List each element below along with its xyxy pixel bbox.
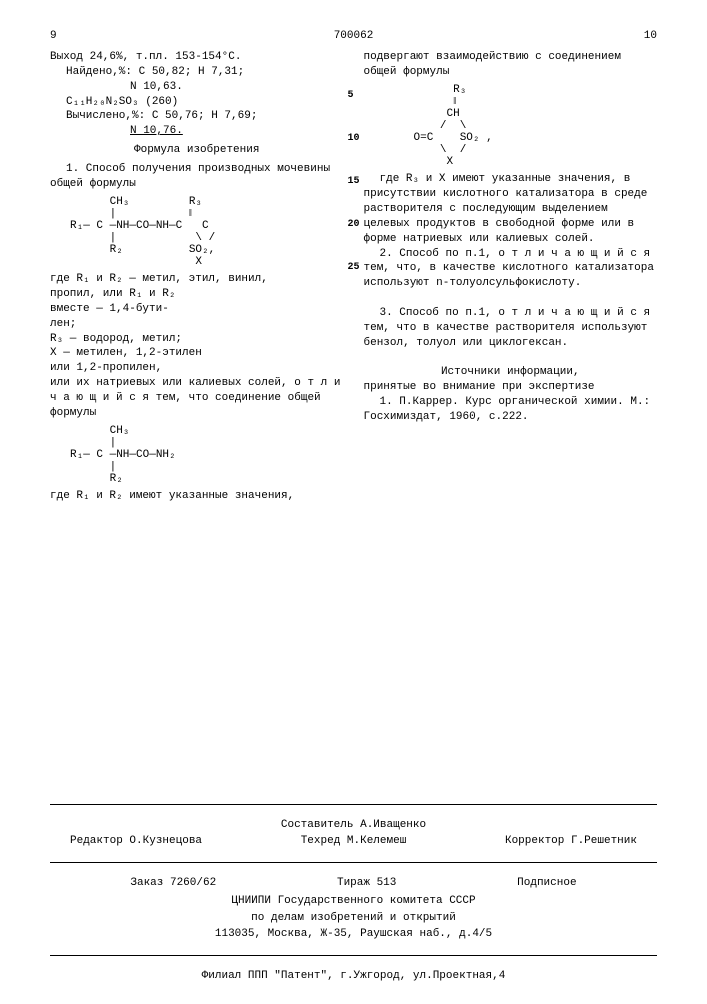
line-number-marks: 5 10 15 20 25 (347, 90, 359, 273)
footer-org: по делам изобретений и открытий (50, 910, 657, 927)
body-text: Вычислено,%: С 50,76; Н 7,69; (50, 109, 344, 124)
body-text: R₃ — водород, метил; (50, 332, 344, 347)
body-text: 2. Способ по п.1, о т л и ч а ю щ и й с … (364, 247, 658, 292)
body-text: N 10,76. (50, 124, 344, 139)
left-column: Выход 24,6%, т.пл. 153-154°С. Найдено,%:… (50, 50, 344, 504)
footer-address: 113035, Москва, Ж-35, Раушская наб., д.4… (50, 926, 657, 943)
line-mark: 10 (347, 133, 359, 144)
body-text: принятые во внимание при экспертизе (364, 380, 658, 395)
line-mark: 20 (347, 219, 359, 230)
line-mark: 25 (347, 262, 359, 273)
section-heading: Источники информации, (364, 365, 658, 380)
line-mark: 5 (347, 90, 359, 101)
body-text: 1. Способ получения производных мочевины… (50, 162, 344, 192)
footer-address: Филиал ППП "Патент", г.Ужгород, ул.Проек… (50, 968, 657, 985)
body-text: N 10,63. (50, 80, 344, 95)
footer-compiler: Составитель А.Иващенко (50, 817, 657, 834)
right-column: подвергают взаимодействию с соединением … (364, 50, 658, 504)
body-text: вместе — 1,4-бути- (50, 302, 344, 317)
body-text: где R₁ и R₂ — метил, этил, винил, (50, 272, 344, 287)
chemical-structure-3: R₃ ‖ CH / \ O=C SO₂ , \ / X (414, 84, 658, 169)
footer-order: Заказ 7260/62 (130, 875, 216, 892)
document-number: 700062 (334, 30, 374, 42)
body-text: или их натриевых или калиевых солей, о т… (50, 376, 344, 421)
body-text: подвергают взаимодействию с соединением … (364, 50, 658, 80)
section-heading: Формула изобретения (50, 143, 344, 158)
footer-corrector: Корректор Г.Решетник (505, 833, 637, 850)
line-mark: 15 (347, 176, 359, 187)
chemical-structure-1: CH₃ R₃ | ‖ R₁— C —NH—CO—NH—C C | \ / R₂ … (70, 196, 344, 269)
footer-block: Составитель А.Иващенко Редактор О.Кузнец… (50, 804, 657, 985)
body-text: 1. П.Каррер. Курс органической химии. М.… (364, 395, 658, 425)
body-text: С₁₁H₂₀N₂SO₃ (260) (50, 95, 344, 110)
body-text: 3. Способ по п.1, о т л и ч а ю щ и й с … (364, 306, 658, 351)
footer-podpis: Подписное (517, 875, 576, 892)
body-text: Найдено,%: С 50,82; Н 7,31; (50, 65, 344, 80)
footer-editor: Редактор О.Кузнецова (70, 833, 202, 850)
body-text: лен; (50, 317, 344, 332)
footer-techred: Техред М.Келемеш (301, 833, 407, 850)
page-num-right: 10 (644, 30, 657, 42)
body-text: Выход 24,6%, т.пл. 153-154°С. (50, 50, 344, 65)
page-num-left: 9 (50, 30, 57, 42)
footer-org: ЦНИИПИ Государственного комитета СССР (50, 893, 657, 910)
chemical-structure-2: CH₃ | R₁— C —NH—CO—NH₂ | R₂ (70, 425, 344, 485)
body-text: X — метилен, 1,2-этилен (50, 346, 344, 361)
body-text: где R₃ и X имеют указанные значения, в п… (364, 172, 658, 246)
footer-tirazh: Тираж 513 (337, 875, 396, 892)
body-text: или 1,2-пропилен, (50, 361, 344, 376)
body-text: где R₁ и R₂ имеют указанные значения, (50, 489, 344, 504)
body-text: пропил, или R₁ и R₂ (50, 287, 344, 302)
